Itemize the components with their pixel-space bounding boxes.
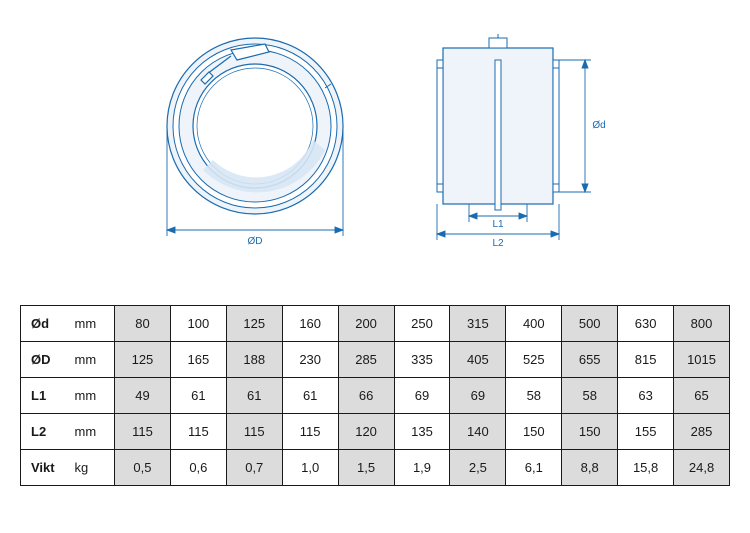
table-cell: 630 — [618, 306, 674, 342]
table-cell: 315 — [450, 306, 506, 342]
table-cell: 115 — [170, 414, 226, 450]
table-cell: 58 — [506, 378, 562, 414]
table-cell: 165 — [170, 342, 226, 378]
table-cell: 800 — [674, 306, 730, 342]
front-view-diagram: ØD — [145, 30, 365, 255]
side-diameter-d-label: Ød — [592, 120, 605, 131]
table-cell: 58 — [562, 378, 618, 414]
table-cell: 188 — [226, 342, 282, 378]
table-row: Ødmm80100125160200250315400500630800 — [21, 306, 730, 342]
table-row: L2mm115115115115120135140150150155285 — [21, 414, 730, 450]
table-cell: 125 — [226, 306, 282, 342]
table-cell: 125 — [115, 342, 171, 378]
table-cell: 61 — [226, 378, 282, 414]
table-cell: 2,5 — [450, 450, 506, 486]
spec-table: Ødmm80100125160200250315400500630800ØDmm… — [20, 305, 730, 486]
table-row: L1mm4961616166696958586365 — [21, 378, 730, 414]
table-cell: 400 — [506, 306, 562, 342]
table-cell: 24,8 — [674, 450, 730, 486]
front-diameter-label: ØD — [248, 236, 263, 247]
table-cell: 655 — [562, 342, 618, 378]
table-cell: 115 — [115, 414, 171, 450]
table-cell: 1,5 — [338, 450, 394, 486]
table-cell: 65 — [674, 378, 730, 414]
table-cell: 100 — [170, 306, 226, 342]
diagrams-row: ØD — [20, 30, 730, 255]
table-row: Viktkg0,50,60,71,01,51,92,56,18,815,824,… — [21, 450, 730, 486]
row-unit: mm — [69, 378, 115, 414]
table-cell: 500 — [562, 306, 618, 342]
table-cell: 8,8 — [562, 450, 618, 486]
table-cell: 63 — [618, 378, 674, 414]
table-cell: 815 — [618, 342, 674, 378]
table-cell: 230 — [282, 342, 338, 378]
table-cell: 150 — [506, 414, 562, 450]
table-cell: 1015 — [674, 342, 730, 378]
table-cell: 61 — [282, 378, 338, 414]
table-row: ØDmm1251651882302853354055256558151015 — [21, 342, 730, 378]
side-L1-label: L1 — [492, 219, 504, 230]
table-cell: 61 — [170, 378, 226, 414]
row-unit: mm — [69, 306, 115, 342]
row-unit: mm — [69, 342, 115, 378]
table-cell: 120 — [338, 414, 394, 450]
table-cell: 80 — [115, 306, 171, 342]
table-cell: 140 — [450, 414, 506, 450]
table-cell: 115 — [226, 414, 282, 450]
table-cell: 1,9 — [394, 450, 450, 486]
row-unit: mm — [69, 414, 115, 450]
row-label: L2 — [21, 414, 69, 450]
table-cell: 525 — [506, 342, 562, 378]
table-cell: 150 — [562, 414, 618, 450]
side-view-diagram: Ød L1 L2 — [425, 30, 605, 255]
table-cell: 49 — [115, 378, 171, 414]
table-cell: 69 — [394, 378, 450, 414]
table-cell: 335 — [394, 342, 450, 378]
table-cell: 250 — [394, 306, 450, 342]
table-cell: 200 — [338, 306, 394, 342]
table-cell: 0,6 — [170, 450, 226, 486]
row-label: ØD — [21, 342, 69, 378]
table-cell: 160 — [282, 306, 338, 342]
table-cell: 66 — [338, 378, 394, 414]
table-cell: 135 — [394, 414, 450, 450]
row-label: L1 — [21, 378, 69, 414]
table-cell: 15,8 — [618, 450, 674, 486]
row-unit: kg — [69, 450, 115, 486]
table-cell: 285 — [338, 342, 394, 378]
table-cell: 155 — [618, 414, 674, 450]
table-cell: 405 — [450, 342, 506, 378]
table-cell: 0,7 — [226, 450, 282, 486]
table-cell: 69 — [450, 378, 506, 414]
side-L2-label: L2 — [492, 238, 504, 249]
table-cell: 285 — [674, 414, 730, 450]
row-label: Vikt — [21, 450, 69, 486]
table-cell: 1,0 — [282, 450, 338, 486]
table-cell: 0,5 — [115, 450, 171, 486]
table-cell: 6,1 — [506, 450, 562, 486]
row-label: Ød — [21, 306, 69, 342]
table-cell: 115 — [282, 414, 338, 450]
